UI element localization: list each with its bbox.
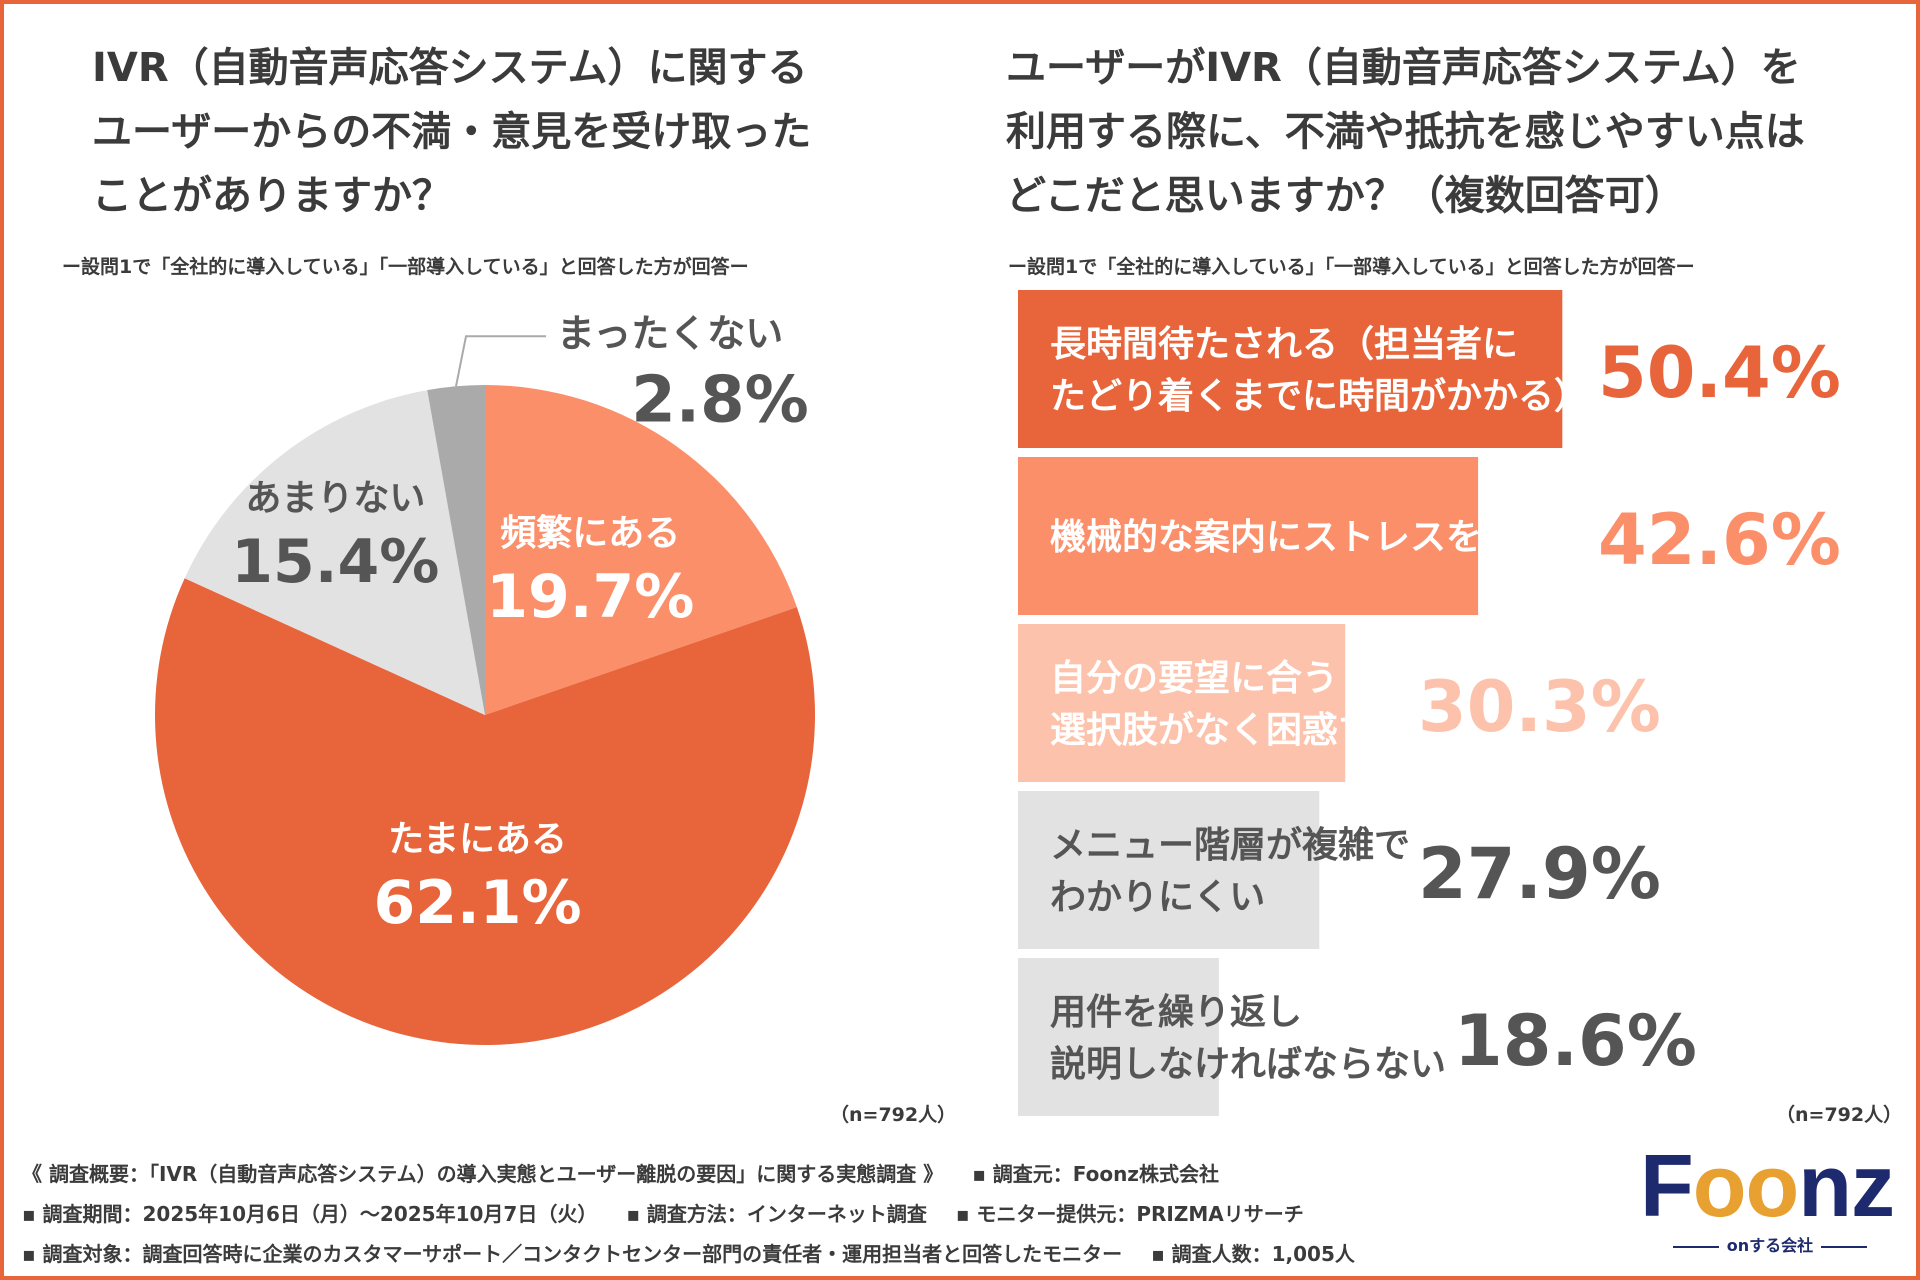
left-title-line: ことがありますか？ (92, 173, 452, 219)
left-title-line: IVR（自動音声応答システム）に関する (92, 45, 808, 91)
bar-value-label: 42.6% (1598, 499, 1841, 581)
pie-slice (485, 385, 797, 715)
pie-slice (154, 578, 816, 1045)
bar (1018, 290, 1563, 448)
footer-summary: 《 調査概要：「IVR（自動音声応答システム）の導入実態とユーザー離脱の要因」に… (22, 1162, 944, 1186)
pie-value-label: 15.4% (231, 527, 439, 597)
footer-count: ▪ 調査人数：1,005人 (1151, 1242, 1355, 1266)
bar-category-label: 機械的な案内にストレスを感じる (1050, 517, 1590, 558)
bar (1018, 958, 1219, 1116)
logo-oo: oo (1692, 1136, 1800, 1235)
pie-category-label: あまりない (245, 478, 425, 519)
footer-monitor: ▪ モニター提供元：PRIZMAリサーチ (955, 1202, 1304, 1226)
bar-category-label: わかりにくい (1050, 877, 1265, 918)
pie-value-label: 2.8% (631, 363, 809, 437)
left-n-label: （n=792人） (830, 1104, 957, 1126)
logo-nz: nz (1798, 1136, 1895, 1235)
footer-target: ▪ 調査対象：調査回答時に企業のカスタマーサポート／コンタクトセンター部門の責任… (22, 1242, 1123, 1266)
bar-category-label: たどり着くまでに時間がかかる） (1050, 376, 1590, 417)
footer-method: ▪ 調査方法：インターネット調査 (626, 1202, 927, 1226)
pie-category-label: まったくない (557, 311, 783, 355)
bar-category-label: メニュー階層が複雑で (1050, 825, 1410, 866)
pie-leader-line (455, 335, 547, 387)
right-title-line: どこだと思いますか？（複数回答可） (1006, 173, 1685, 219)
pie-slice (427, 385, 485, 715)
bar-category-label: 用件を繰り返し (1050, 992, 1302, 1033)
footer-line-2: ▪ 調査期間：2025年10月6日（月）～2025年10月7日（火） ▪ 調査方… (22, 1198, 1326, 1227)
bar (1018, 457, 1479, 615)
right-title-line: 利用する際に、不満や抵抗を感じやすい点は (1006, 109, 1805, 155)
pie-category-label: 頻繁にある (500, 513, 680, 554)
logo-tagline-text: onする会社 (1726, 1236, 1814, 1255)
bar-category-label: 自分の要望に合う (1050, 658, 1338, 699)
left-subtitle: ー設問1で「全社的に導入している」「一部導入している」と回答した方が回答ー (62, 256, 749, 278)
right-title-line: ユーザーがIVR（自動音声応答システム）を (1006, 45, 1801, 91)
footer-source: ▪ 調査元：Foonz株式会社 (972, 1162, 1219, 1186)
pie-slice (184, 390, 485, 715)
left-title-line: ユーザーからの不満・意見を受け取った (92, 109, 812, 155)
footer-period: ▪ 調査期間：2025年10月6日（月）～2025年10月7日（火） (22, 1202, 598, 1226)
bar-value-label: 50.4% (1598, 332, 1841, 414)
bar-value-label: 30.3% (1418, 666, 1661, 748)
bar-category-label: 説明しなければならない (1050, 1044, 1446, 1085)
bar-value-label: 27.9% (1418, 833, 1661, 915)
pie-value-label: 62.1% (373, 868, 581, 938)
bar-value-label: 18.6% (1454, 1000, 1697, 1082)
left-title: IVR（自動音声応答システム）に関する ユーザーからの不満・意見を受け取った こ… (92, 36, 811, 228)
logo-wordmark: Foonz (1640, 1142, 1900, 1230)
logo-f: F (1640, 1136, 1694, 1235)
foonz-logo: Foonz onする会社 (1640, 1142, 1900, 1262)
footer-line-1: 《 調査概要：「IVR（自動音声応答システム）の導入実態とユーザー離脱の要因」に… (22, 1158, 1241, 1187)
right-subtitle: ー設問1で「全社的に導入している」「一部導入している」と回答した方が回答ー (1008, 256, 1695, 278)
pie-chart: 頻繁にある 19.7% たまにある 62.1% あまりない 15.4% まったくない 2.8% (154, 311, 816, 1045)
right-title: ユーザーがIVR（自動音声応答システム）を 利用する際に、不満や抵抗を感じやすい… (1006, 36, 1805, 228)
right-n-label: （n=792人） (1776, 1104, 1903, 1126)
pie-category-label: たまにある (388, 819, 567, 860)
logo-tagline: onする会社 (1640, 1232, 1900, 1256)
bar-category-label: 選択肢がなく困惑する (1050, 710, 1410, 751)
bar-category-label: 長時間待たされる（担当者に (1050, 324, 1518, 365)
footer-line-3: ▪ 調査対象：調査回答時に企業のカスタマーサポート／コンタクトセンター部門の責任… (22, 1238, 1377, 1267)
bar (1018, 791, 1320, 949)
pie-value-label: 19.7% (486, 562, 694, 632)
bar (1018, 624, 1346, 782)
